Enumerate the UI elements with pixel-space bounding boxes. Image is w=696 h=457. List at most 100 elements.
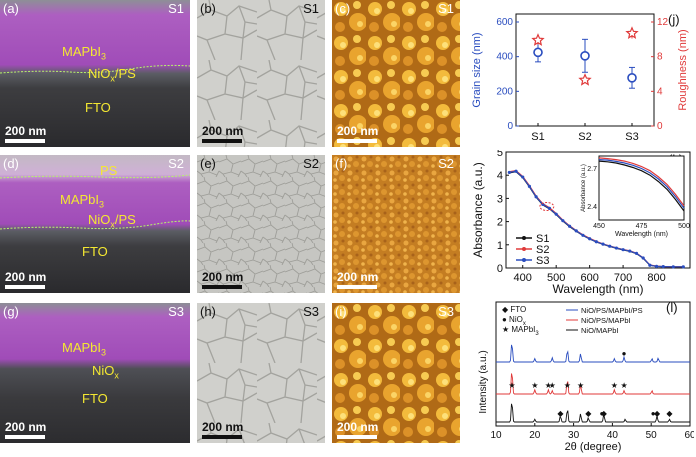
roughness-point bbox=[578, 73, 592, 86]
peak-marker: ★ bbox=[549, 381, 556, 390]
inset-y-tick-label: 2.4 bbox=[587, 204, 597, 211]
absorbance-point bbox=[654, 264, 659, 268]
panel-label: (c) bbox=[335, 1, 351, 16]
legend-marker bbox=[522, 247, 526, 251]
grain-size-point bbox=[580, 50, 590, 61]
legend-label: NiO/MAPbI bbox=[581, 326, 619, 335]
absorbance-point bbox=[594, 240, 598, 244]
sample-label: S2 bbox=[303, 156, 319, 171]
absorbance-point bbox=[567, 224, 572, 228]
y-tick-label: 1 bbox=[497, 240, 503, 252]
peak-marker: ◆ bbox=[585, 409, 592, 418]
inset-x-tick-label: 475 bbox=[636, 223, 648, 230]
scale-bar: 200 nm bbox=[337, 420, 378, 439]
layer-label-niox-ps: NiOx/PS bbox=[88, 212, 136, 230]
legend-label: ★ MAPbI3 bbox=[502, 325, 539, 337]
peak-marker: ● bbox=[622, 349, 627, 358]
panel-f-afm-s2: (f) S2 200 nm bbox=[332, 155, 460, 293]
y2-tick-label: 0 bbox=[657, 121, 663, 132]
layer-label-mapbi3: MAPbI3 bbox=[62, 340, 107, 358]
absorbance-point bbox=[681, 265, 685, 269]
xrd-pattern bbox=[496, 344, 690, 363]
inset-x-tick-label: 500 bbox=[678, 223, 690, 230]
sample-label: S2 bbox=[438, 156, 454, 171]
panel-c-afm-s1: (c) S1 200 nm bbox=[332, 0, 460, 147]
inset-x-tick-label: 450 bbox=[593, 223, 605, 230]
grain-size-point bbox=[627, 73, 637, 83]
layer-label-fto: FTO bbox=[82, 391, 108, 406]
x-tick-label: 400 bbox=[514, 272, 532, 284]
x-tick-label: 10 bbox=[490, 430, 502, 441]
peak-marker: ◆ bbox=[666, 409, 673, 418]
x-tick-label: 800 bbox=[647, 272, 665, 284]
x-tick-label: 50 bbox=[646, 430, 658, 441]
absorbance-point bbox=[661, 265, 665, 269]
panel-g-cross-section-s3: (g) S3 MAPbI3 NiOx FTO 200 nm bbox=[0, 303, 190, 443]
absorbance-point bbox=[641, 256, 645, 260]
plot-frame bbox=[495, 301, 691, 427]
peak-marker: ★ bbox=[577, 381, 584, 390]
plot-frame bbox=[505, 151, 691, 269]
y-tick-label: 5 bbox=[497, 150, 503, 159]
absorbance-point bbox=[514, 169, 518, 173]
sample-label: S3 bbox=[438, 304, 454, 319]
y-axis-label: Intensity (a.u.) bbox=[478, 350, 489, 413]
panel-label: (h) bbox=[200, 304, 216, 319]
peak-marker: ★ bbox=[545, 381, 552, 390]
peak-marker: ◆ bbox=[654, 409, 661, 418]
x-tick-label: 600 bbox=[580, 272, 598, 284]
x-tick-label: 700 bbox=[614, 272, 632, 284]
inset-line-s1 bbox=[598, 160, 685, 212]
scale-bar: 200 nm bbox=[337, 124, 378, 143]
peak-marker: ● bbox=[600, 409, 605, 418]
panel-e-sem-s2: (e) S2 200 nm bbox=[197, 155, 325, 293]
y-axis-label: Grain size (nm) bbox=[471, 32, 483, 107]
absorbance-point bbox=[547, 206, 552, 210]
layer-boundary-line bbox=[0, 174, 190, 230]
layer-boundary-line bbox=[0, 64, 190, 74]
y2-tick-label: 4 bbox=[657, 86, 663, 97]
inset-y-tick-label: 2.7 bbox=[587, 166, 597, 173]
xrd-pattern bbox=[496, 403, 690, 423]
legend-label: NiO/PS/MAPbI bbox=[581, 316, 631, 325]
legend-marker bbox=[522, 258, 526, 262]
legend-label: S3 bbox=[536, 255, 549, 267]
panel-label: (b) bbox=[200, 1, 216, 16]
absorbance-point bbox=[648, 263, 652, 267]
inset-line-s3 bbox=[598, 159, 685, 209]
inset-frame bbox=[598, 155, 685, 221]
scale-bar: 200 nm bbox=[202, 270, 243, 289]
layer-label-mapbi3: MAPbI3 bbox=[62, 44, 107, 62]
sample-label: S1 bbox=[303, 1, 319, 16]
panel-d-cross-section-s2: (d) S2 PS MAPbI3 NiOx/PS FTO 200 nm bbox=[0, 155, 190, 293]
y-tick-label: 2 bbox=[497, 217, 503, 229]
layer-label-ps: PS bbox=[100, 163, 118, 178]
y2-tick-label: 8 bbox=[657, 52, 663, 63]
panel-label: (g) bbox=[3, 304, 19, 319]
panel-label: (e) bbox=[200, 156, 216, 171]
absorbance-point bbox=[507, 170, 511, 175]
absorbance-point bbox=[534, 195, 538, 199]
legend-label: S1 bbox=[536, 233, 549, 245]
y-tick-label: 200 bbox=[496, 86, 513, 97]
peak-marker: ★ bbox=[611, 381, 618, 390]
absorbance-point bbox=[634, 251, 639, 255]
scale-bar: 200 nm bbox=[5, 420, 46, 439]
inset-line-s2 bbox=[598, 157, 685, 207]
scale-bar: 200 nm bbox=[5, 124, 46, 143]
layer-label-fto: FTO bbox=[85, 100, 111, 115]
peak-marker: ★ bbox=[620, 381, 627, 390]
x-tick-label: 40 bbox=[607, 430, 619, 441]
x-tick-label: S2 bbox=[578, 131, 591, 143]
y2-tick-label: 12 bbox=[657, 17, 669, 28]
absorbance-point bbox=[574, 229, 578, 233]
layer-label-mapbi3: MAPbI3 bbox=[60, 192, 105, 210]
xrd-pattern bbox=[496, 373, 690, 395]
sample-label: S3 bbox=[168, 304, 184, 319]
scale-bar: 200 nm bbox=[337, 270, 378, 289]
legend-label: ◆ FTO bbox=[502, 305, 526, 314]
x-tick-label: S1 bbox=[531, 131, 544, 143]
legend-marker bbox=[522, 236, 526, 240]
panel-label: (j) bbox=[668, 12, 680, 27]
